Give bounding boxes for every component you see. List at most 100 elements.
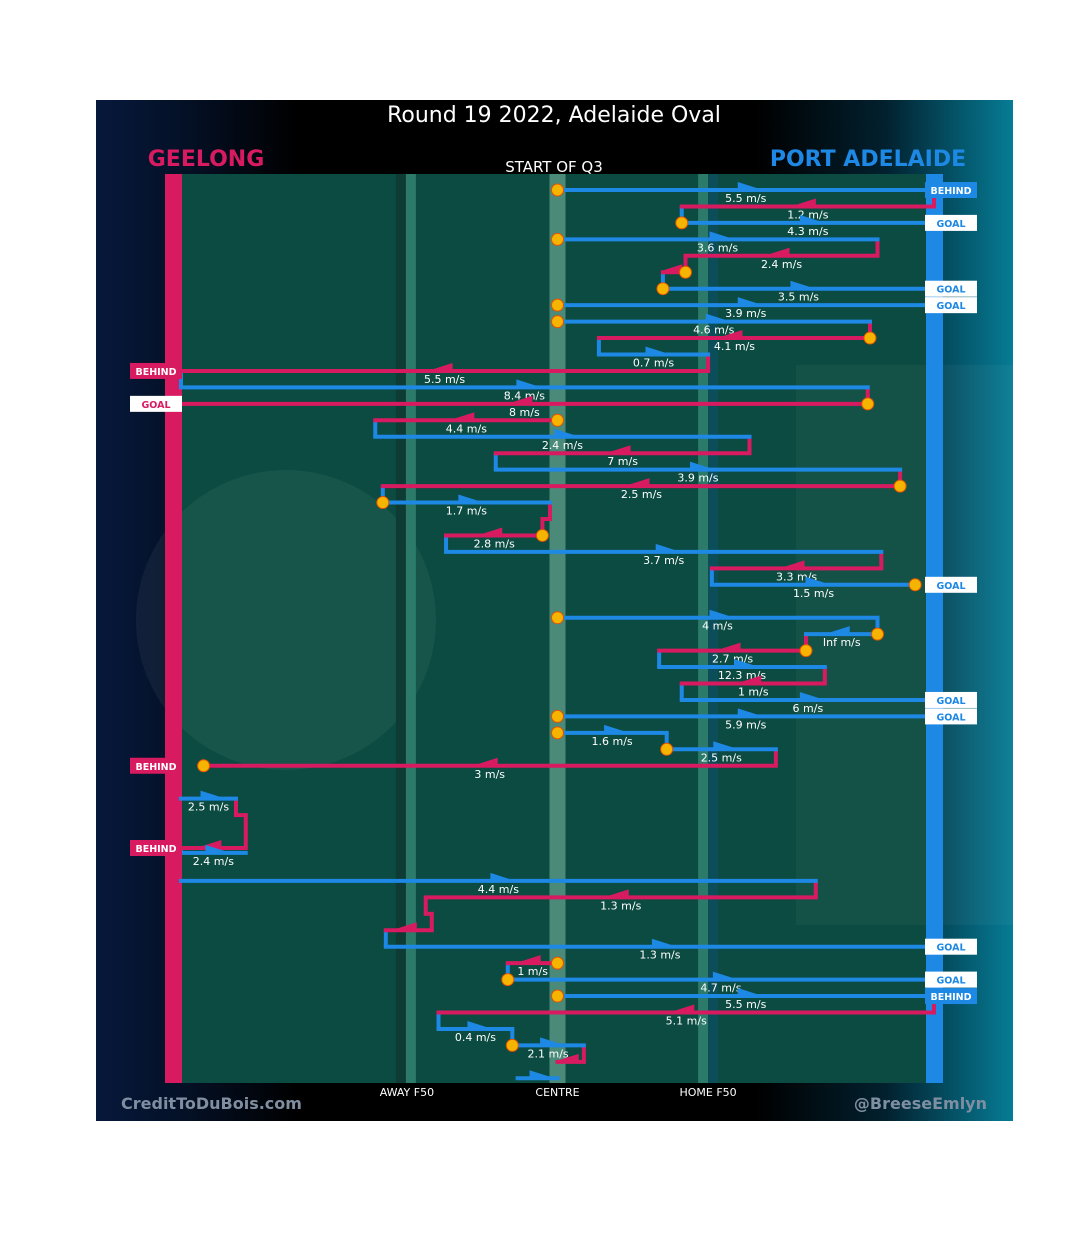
arrow-2 [799,214,822,225]
result-badge-box-24 [925,576,977,593]
arrow-4 [767,247,790,258]
arrow-6 [790,280,813,291]
speed-label-35: 2.5 m/s [188,801,229,814]
arrow-28 [733,659,756,670]
speed-label-13: 8 m/s [509,406,540,419]
result-badge-7: GOAL [925,297,977,314]
result-badge-box-43 [925,938,977,955]
stoppage-dot-23 [551,989,564,1003]
stoppage-dot-7 [863,331,877,345]
away-f50-line-dark [395,174,406,1083]
arrow-32 [604,724,627,735]
arrow-7 [737,297,760,308]
speed-label-19: 1.7 m/s [446,505,487,518]
arrow-24 [805,576,828,587]
arrow-29 [739,675,762,686]
result-badge-label-34: BEHIND [135,762,176,773]
stoppage-dot-15 [871,627,885,641]
result-badge-30: GOAL [925,691,977,708]
arrow-11 [430,362,453,373]
chart-svg: Round 19 2022, Adelaide Oval START OF Q3 G… [121,103,1013,1113]
footer-handle: @BreeseEmlyn [854,1094,987,1113]
speed-label-29: 1 m/s [738,686,769,699]
arrow-43 [651,938,674,949]
stoppage-dot-4 [656,282,670,296]
stoppage-dot-22 [501,973,515,987]
result-badge-box-7 [925,297,977,314]
stoppage-dot-17 [551,709,564,723]
stoppage-dot-9 [551,413,564,427]
speed-label-30: 6 m/s [793,702,824,715]
stoppage-dot-24 [505,1038,519,1052]
result-badge-label-2: GOAL [936,219,965,230]
home-f50-line [698,174,709,1083]
chart-subtitle: START OF Q3 [505,158,603,176]
speed-label-1: 1.2 m/s [787,208,828,221]
speed-label-9: 4.1 m/s [714,340,755,353]
speed-label-6: 3.5 m/s [778,291,819,304]
result-badge-label-45: GOAL [936,976,965,987]
result-badge-label-43: GOAL [936,943,965,954]
geelong-bar [165,174,182,1083]
speed-label-24: 1.5 m/s [793,587,834,600]
stoppage-dot-3 [679,265,693,279]
result-badge-31: GOAL [925,708,977,725]
arrow-31 [737,708,760,719]
stoppage-dot-13 [908,578,922,592]
away-f50-line [405,174,416,1083]
result-badge-label-46: BEHIND [930,992,971,1003]
stoppage-dot-0 [551,183,564,197]
speed-label-46: 5.5 m/s [725,998,766,1011]
result-badge-label-37: BEHIND [135,844,176,855]
speed-label-31: 5.9 m/s [725,718,766,731]
arrow-13 [510,395,533,406]
team-left-label: GEELONG [148,147,265,172]
result-badge-box-0 [925,182,977,198]
centre-line [549,174,566,1083]
x-label-away-f50: AWAY F50 [380,1086,434,1099]
arrow-42 [394,922,417,933]
arrow-48 [467,1020,490,1031]
result-badge-13: GOAL [130,395,182,412]
arrow-10 [645,346,668,357]
arrow-0 [737,182,760,192]
arrow-47 [672,1004,695,1015]
speed-label-10: 0.7 m/s [633,357,674,370]
stoppage-dot-18 [551,726,564,740]
speed-label-34: 3 m/s [474,768,505,781]
stoppage-dot-2 [551,232,564,246]
arrow-46 [737,988,760,999]
result-badge-6: GOAL [925,280,977,297]
arrow-12 [516,379,539,390]
result-badge-2: GOAL [925,214,977,231]
speed-label-14: 4.4 m/s [446,422,487,435]
arrow-49 [540,1037,563,1048]
result-badge-43: GOAL [925,938,977,955]
arrow-16 [608,445,631,456]
speed-label-8: 4.6 m/s [693,324,734,337]
result-badge-box-46 [925,988,977,1005]
result-badge-label-11: BEHIND [135,367,176,378]
stoppage-dot-14 [551,611,564,625]
speed-label-33: 2.5 m/s [701,751,742,764]
arrow-38 [205,844,228,855]
stoppage-dot-20 [197,759,211,773]
result-badge-box-37 [130,840,182,856]
speed-label-38: 2.4 m/s [193,855,234,868]
arrow-30 [799,691,822,702]
arrow-50 [556,1053,579,1064]
chart-frame: Round 19 2022, Adelaide Oval START OF Q3 G… [96,100,1013,1121]
speed-label-18: 2.5 m/s [621,488,662,501]
result-badge-24: GOAL [925,576,977,593]
result-badge-box-31 [925,708,977,725]
arrow-1 [793,198,816,209]
speed-label-12: 8.4 m/s [504,389,545,402]
team-right-label: PORT ADELAIDE [770,147,966,172]
arrow-5 [660,264,683,275]
stoppage-dot-12 [535,528,549,542]
result-badge-label-0: BEHIND [930,186,971,197]
stoppage-dot-8 [861,397,875,411]
result-badge-box-34 [130,757,182,774]
arrow-17 [689,461,712,472]
speed-label-26: Inf m/s [823,636,861,649]
